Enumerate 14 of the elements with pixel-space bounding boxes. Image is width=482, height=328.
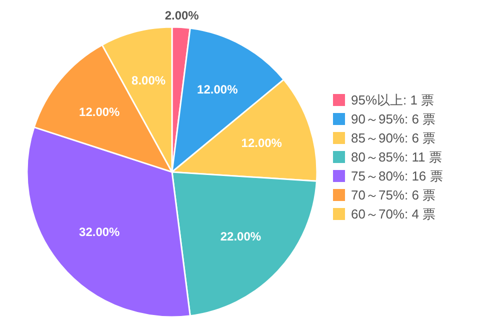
data-label: 32.00% [79,225,120,240]
data-label: 12.00% [241,136,282,150]
legend-label: 75～80%: 16 票 [351,168,443,184]
legend-label: 80～85%: 11 票 [351,150,442,164]
legend-label: 90～95%: 6 票 [351,112,436,126]
data-label: 22.00% [220,230,262,244]
legend-label: 70～75%: 6 票 [351,188,436,202]
legend-label: 60～70%: 4 票 [351,206,436,222]
legend-label: 85～90%: 6 票 [351,130,436,146]
legend-label: 95%以上: 1 票 [351,92,434,108]
data-label: 12.00% [197,82,238,96]
data-label: 12.00% [79,104,120,119]
data-label: 8.00% [132,74,166,88]
data-label: 2.00% [164,8,200,23]
